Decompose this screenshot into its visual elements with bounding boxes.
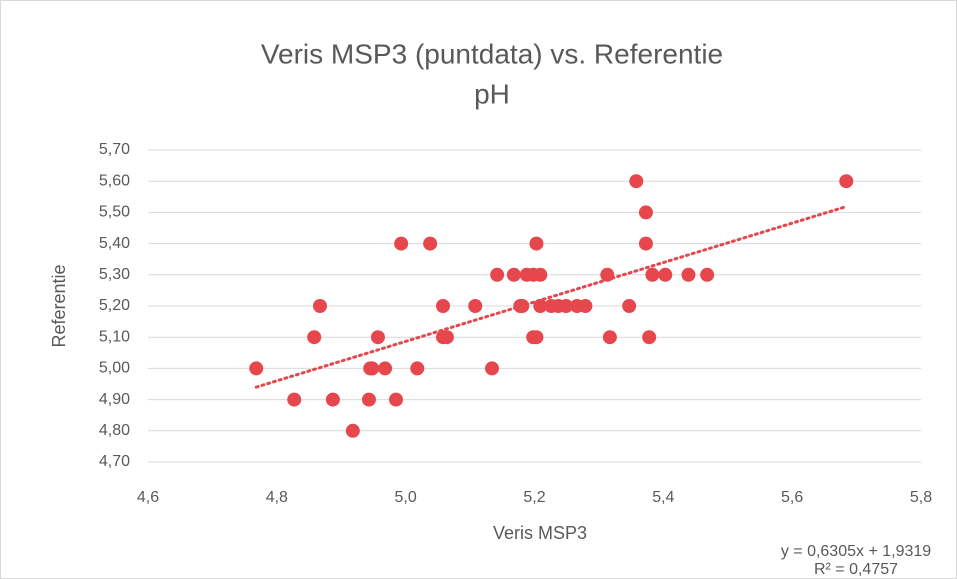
point — [378, 361, 393, 376]
y-tick-label: 4,80 — [99, 422, 130, 439]
point — [529, 236, 544, 251]
point — [578, 299, 593, 313]
y-tick-label: 5,50 — [99, 204, 130, 221]
point — [436, 299, 451, 313]
point — [307, 330, 322, 345]
point — [345, 423, 360, 438]
point — [658, 267, 673, 282]
point — [287, 392, 302, 407]
x-tick-label: 4,8 — [266, 489, 288, 506]
y-axis-label: Referentie — [49, 264, 69, 347]
x-tick-label: 5,0 — [395, 489, 417, 506]
chart-title: pH — [474, 78, 510, 109]
y-tick-label: 5,60 — [99, 172, 130, 189]
point — [312, 299, 327, 313]
point — [423, 236, 438, 251]
point — [439, 330, 454, 345]
point — [600, 267, 615, 282]
point — [361, 392, 376, 407]
point — [642, 330, 657, 345]
x-tick-label: 5,6 — [781, 489, 803, 506]
y-tick-label: 5,10 — [99, 328, 130, 345]
trendline-r-squared: R² = 0,4757 — [814, 561, 898, 578]
point — [468, 299, 483, 313]
y-tick-label: 5,00 — [99, 360, 130, 377]
point — [559, 299, 574, 313]
x-tick-label: 5,4 — [652, 489, 674, 506]
point — [370, 330, 385, 345]
point — [389, 392, 404, 407]
point — [700, 267, 715, 282]
y-tick-label: 4,90 — [99, 391, 130, 408]
chart-title: Veris MSP3 (puntdata) vs. Referentie — [261, 38, 723, 69]
point — [638, 205, 653, 220]
point — [629, 174, 644, 189]
point — [839, 174, 854, 189]
point — [506, 267, 521, 282]
point — [681, 267, 696, 282]
y-tick-label: 5,70 — [99, 141, 130, 158]
point — [602, 330, 617, 345]
x-tick-label: 4,6 — [137, 489, 159, 506]
point — [515, 299, 530, 313]
trendline — [254, 205, 848, 389]
point — [490, 267, 505, 282]
y-tick-label: 5,40 — [99, 235, 130, 252]
y-tick-label: 5,30 — [99, 266, 130, 283]
point — [394, 236, 409, 251]
point — [325, 392, 340, 407]
point — [622, 299, 637, 313]
point — [410, 361, 425, 376]
point — [484, 361, 499, 376]
x-tick-label: 5,8 — [910, 489, 932, 506]
point — [645, 267, 660, 282]
point — [249, 361, 264, 376]
point — [365, 361, 380, 376]
y-tick-label: 5,20 — [99, 297, 130, 314]
point — [533, 267, 548, 282]
point — [533, 299, 548, 313]
y-tick-label: 4,70 — [99, 453, 130, 470]
x-axis-label: Veris MSP3 — [493, 523, 587, 543]
x-tick-label: 5,2 — [523, 489, 545, 506]
point — [638, 236, 653, 251]
trendline-equation: y = 0,6305x + 1,9319 — [781, 543, 931, 560]
point — [529, 330, 544, 345]
